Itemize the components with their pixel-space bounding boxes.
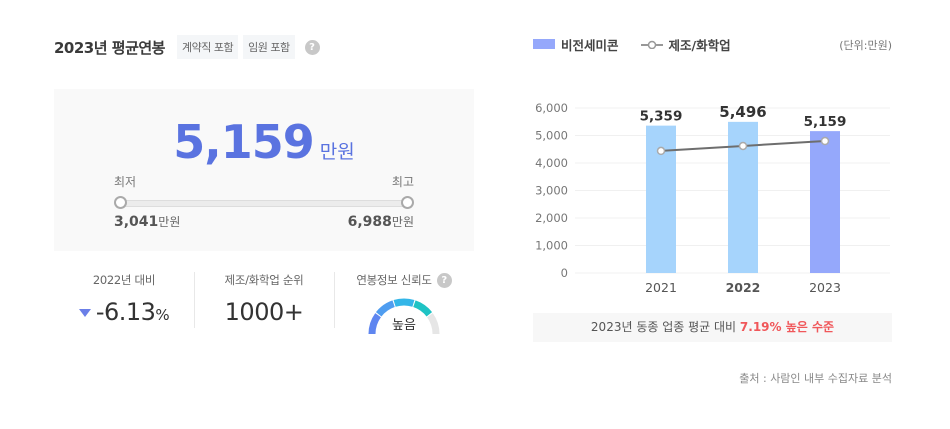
- unit-note: (단위:만원): [839, 39, 892, 52]
- chip-contract: 계약직 포함: [176, 35, 239, 59]
- legend-line-label: 제조/화학업: [668, 37, 731, 53]
- yoy-percent: %: [155, 306, 170, 324]
- bar-2023[interactable]: [810, 131, 840, 273]
- page-title: 2023년 평균연봉: [54, 38, 165, 57]
- bar-value-label: 5,159: [804, 114, 847, 130]
- source-note: 출처 : 사람인 내부 수집자료 분석: [739, 372, 892, 385]
- stat-reliability-label: 연봉정보 신뢰도 ?: [334, 272, 474, 288]
- help-icon[interactable]: ?: [304, 39, 320, 55]
- legend-bar-label: 비전세미콘: [561, 37, 619, 53]
- stat-reliability: 연봉정보 신뢰도 ? 높음: [334, 262, 474, 335]
- stat-yoy-value: -6.13%: [54, 298, 194, 326]
- y-tick-label: 3,000: [535, 184, 568, 198]
- average-salary-value: 5,159: [173, 115, 315, 169]
- summary-highlight: 7.19% 높은 수준: [739, 320, 835, 334]
- line-point[interactable]: [738, 141, 748, 151]
- title-row: 2023년 평균연봉 계약직 포함 임원 포함 ?: [54, 34, 320, 60]
- down-triangle-icon: [78, 309, 91, 317]
- line-legend-icon: [640, 40, 663, 49]
- gauge-arc-icon: [368, 298, 440, 335]
- range-max-knob: [401, 196, 414, 209]
- line-point[interactable]: [820, 136, 830, 146]
- chart-legend: 비전세미콘 제조/화학업: [533, 34, 731, 54]
- bar-value-label: 5,359: [640, 109, 683, 125]
- stat-yoy: 2022년 대비 -6.13%: [54, 262, 194, 332]
- y-tick-label: 1,000: [535, 239, 568, 253]
- salary-range-track: [120, 200, 408, 207]
- y-axis-ticks: 0 1,000 2,000 3,000 4,000 5,000 6,000: [535, 101, 568, 280]
- stat-rank: 제조/화학업 순위 1000+: [194, 262, 334, 332]
- max-salary: 6,988만원: [348, 213, 414, 230]
- help-icon[interactable]: ?: [436, 272, 452, 288]
- max-label: 최고: [391, 175, 414, 189]
- salary-chart: 0 1,000 2,000 3,000 4,000 5,000 6,000 5,359 5,4…: [535, 101, 890, 295]
- min-label: 최저: [114, 175, 137, 189]
- industry-line: [656, 136, 830, 156]
- bar-value-label: 5,496: [719, 103, 766, 121]
- min-salary-unit: 만원: [158, 215, 181, 229]
- chart-bars: [646, 121, 840, 273]
- max-salary-unit: 만원: [391, 215, 414, 229]
- y-tick-label: 0: [561, 266, 568, 280]
- y-tick-label: 6,000: [535, 101, 568, 115]
- bar-legend-swatch: [533, 39, 555, 49]
- average-salary-unit: 만원: [319, 141, 355, 163]
- stat-yoy-label: 2022년 대비: [92, 273, 156, 287]
- x-tick-label: 2021: [645, 280, 677, 295]
- y-tick-label: 4,000: [535, 156, 568, 170]
- min-salary: 3,041만원: [114, 213, 180, 230]
- stats-row: 2022년 대비 -6.13% 제조/화학업 순위 1000+ 연봉정보 신뢰도…: [54, 262, 474, 335]
- y-tick-label: 5,000: [535, 129, 568, 143]
- reliability-gauge: 높음: [367, 294, 441, 335]
- stat-rank-label: 제조/화학업 순위: [224, 273, 304, 287]
- stat-rank-value: 1000+: [224, 298, 304, 326]
- yoy-number: -6.13: [95, 298, 156, 326]
- min-salary-value: 3,041: [114, 214, 159, 230]
- x-tick-label: 2023: [809, 280, 841, 295]
- x-axis-ticks: 2021 2022 2023: [645, 280, 841, 295]
- x-tick-label: 2022: [726, 280, 761, 295]
- average-salary: 5,159 만원: [54, 115, 474, 169]
- chip-executive: 임원 포함: [243, 35, 295, 59]
- y-tick-label: 2,000: [535, 211, 568, 225]
- line-point[interactable]: [656, 146, 666, 156]
- range-min-knob: [114, 196, 127, 209]
- bar-value-labels: 5,359 5,496 5,159: [640, 103, 847, 130]
- max-salary-value: 6,988: [347, 214, 392, 230]
- salary-panel: 5,159 만원 최저 최고 3,041만원 6,988만원: [54, 89, 474, 251]
- comparison-summary: 2023년 동종 업종 평균 대비 7.19% 높은 수준: [533, 313, 892, 342]
- reliability-label-text: 연봉정보 신뢰도: [356, 273, 432, 287]
- summary-text: 2023년 동종 업종 평균 대비: [590, 320, 740, 334]
- reliability-value: 높음: [392, 318, 416, 333]
